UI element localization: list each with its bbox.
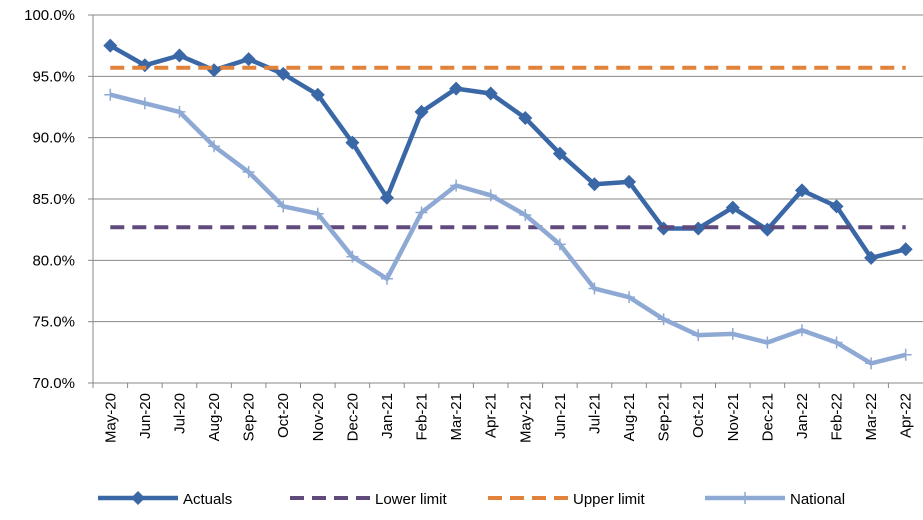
- x-tick-label: May-20: [102, 393, 119, 443]
- x-tick-label: May-21: [517, 393, 534, 443]
- marker: [795, 324, 808, 337]
- marker: [829, 199, 844, 214]
- x-tick-label: Sep-20: [241, 393, 258, 441]
- marker: [379, 190, 394, 205]
- x-tick-label: Feb-21: [414, 393, 431, 441]
- marker: [208, 140, 221, 153]
- x-tick-label: Jul-21: [586, 393, 603, 434]
- marker: [414, 104, 429, 119]
- x-tick-label: Nov-21: [725, 393, 742, 441]
- y-tick-label: 90.0%: [32, 130, 75, 147]
- x-tick-label: Mar-21: [448, 393, 465, 441]
- y-tick-label: 70.0%: [32, 375, 75, 392]
- y-tick-label: 95.0%: [32, 68, 75, 85]
- x-tick-label: Dec-21: [759, 393, 776, 441]
- y-tick-label: 85.0%: [32, 191, 75, 208]
- y-tick-label: 100.0%: [24, 7, 75, 24]
- marker: [623, 291, 636, 304]
- marker: [587, 177, 602, 192]
- marker: [588, 282, 601, 295]
- x-tick-label: Nov-20: [310, 393, 327, 441]
- marker: [173, 105, 186, 118]
- x-tick-label: Apr-21: [483, 393, 500, 438]
- marker: [899, 348, 912, 361]
- marker: [346, 250, 359, 263]
- marker: [692, 329, 705, 342]
- x-tick-label: Sep-21: [656, 393, 673, 441]
- marker: [725, 200, 740, 215]
- marker: [242, 166, 255, 179]
- marker: [865, 357, 878, 370]
- marker: [450, 179, 463, 192]
- legend-label: Upper limit: [573, 491, 646, 508]
- legend-marker: [739, 492, 751, 504]
- marker: [484, 189, 497, 202]
- x-tick-label: Feb-22: [829, 393, 846, 441]
- marker: [657, 313, 670, 326]
- x-tick-label: Jun-21: [552, 393, 569, 439]
- marker: [552, 146, 567, 161]
- x-tick-label: Jul-20: [171, 393, 188, 434]
- x-tick-label: Jan-22: [794, 393, 811, 439]
- legend-label: National: [790, 491, 845, 508]
- y-tick-label: 75.0%: [32, 314, 75, 331]
- marker: [691, 221, 706, 236]
- marker: [277, 200, 290, 213]
- marker: [276, 66, 291, 81]
- legend-label: Actuals: [183, 491, 232, 508]
- marker: [311, 207, 324, 220]
- marker: [553, 238, 566, 251]
- marker: [138, 97, 151, 110]
- marker: [761, 336, 774, 349]
- legend-marker: [131, 491, 145, 505]
- marker: [622, 174, 637, 189]
- x-tick-label: Jun-20: [137, 393, 154, 439]
- marker: [483, 86, 498, 101]
- series-line: [109, 92, 907, 366]
- marker: [415, 206, 428, 219]
- marker: [103, 38, 118, 53]
- x-tick-label: Apr-22: [898, 393, 915, 438]
- x-tick-label: Aug-20: [206, 393, 223, 441]
- marker: [345, 135, 360, 150]
- legend-label: Lower limit: [375, 491, 448, 508]
- marker: [726, 327, 739, 340]
- marker: [518, 111, 533, 126]
- marker: [794, 183, 809, 198]
- marker: [380, 272, 393, 285]
- x-tick-label: Aug-21: [621, 393, 638, 441]
- x-tick-label: Dec-20: [344, 393, 361, 441]
- marker: [207, 63, 222, 78]
- marker: [449, 81, 464, 96]
- x-tick-label: Oct-21: [690, 393, 707, 438]
- marker: [830, 336, 843, 349]
- x-tick-label: Jan-21: [379, 393, 396, 439]
- marker: [172, 48, 187, 63]
- marker: [898, 242, 913, 257]
- marker: [310, 87, 325, 102]
- marker: [519, 208, 532, 221]
- marker: [104, 88, 117, 101]
- series-line: [109, 43, 907, 261]
- y-tick-label: 80.0%: [32, 252, 75, 269]
- marker: [241, 52, 256, 67]
- x-tick-label: Oct-20: [275, 393, 292, 438]
- marker: [864, 250, 879, 265]
- x-tick-label: Mar-22: [863, 393, 880, 441]
